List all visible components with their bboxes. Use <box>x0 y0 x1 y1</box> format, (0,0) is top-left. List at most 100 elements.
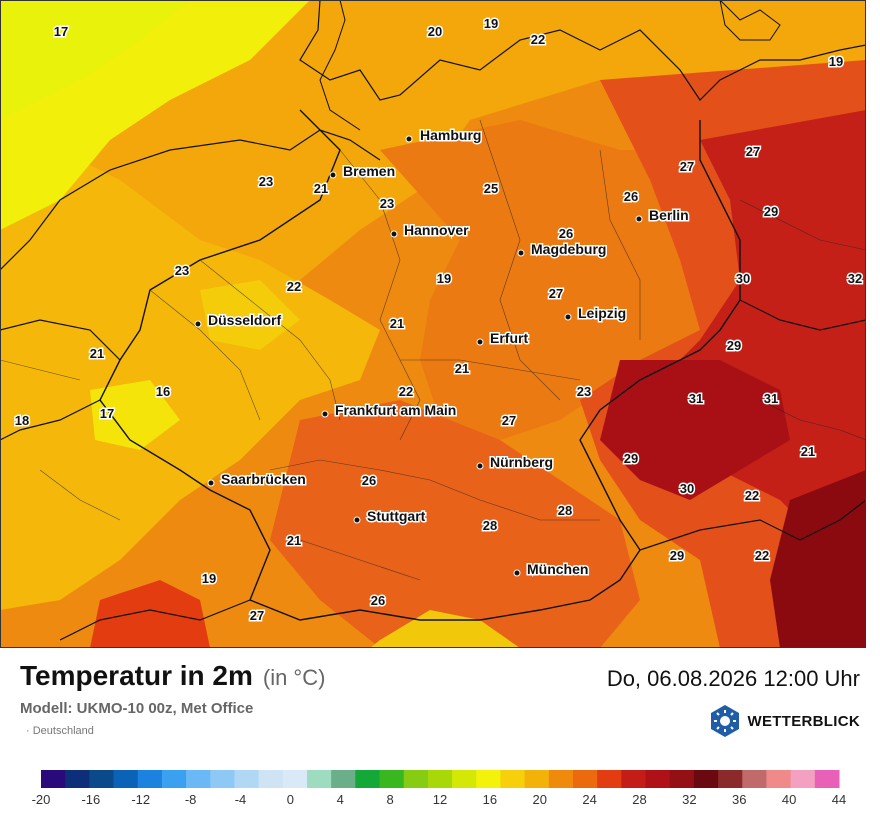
legend-swatch <box>331 770 356 788</box>
temp-value: 27 <box>502 413 516 428</box>
temperature-map: Hamburg Bremen Hannover Berlin Magdeburg… <box>0 0 866 648</box>
temp-value: 27 <box>250 608 264 623</box>
legend-tick-label: -16 <box>81 792 100 807</box>
border-austria-czech <box>639 499 866 551</box>
city-label: Frankfurt am Main <box>335 402 456 418</box>
coastline-jutland <box>319 0 361 131</box>
city-hamburg[interactable]: Hamburg <box>405 126 483 145</box>
city-dot <box>476 338 484 346</box>
legend-tick-label: 0 <box>287 792 294 807</box>
temp-value: 27 <box>549 286 563 301</box>
coastline-baltic <box>299 0 866 101</box>
temp-field-cool-spot <box>90 380 180 450</box>
temp-field-hot-se <box>770 470 866 648</box>
legend-swatch <box>210 770 235 788</box>
legend-tick-label: 8 <box>387 792 394 807</box>
city-bremen[interactable]: Bremen <box>329 162 397 181</box>
legend-swatch <box>452 770 477 788</box>
region-label: · Deutschland <box>26 725 94 737</box>
legend-swatch <box>645 770 671 788</box>
city-magdeburg[interactable]: Magdeburg <box>517 240 608 259</box>
city-dot <box>353 516 361 524</box>
temp-value: 19 <box>484 16 498 31</box>
temp-value: 31 <box>764 391 778 406</box>
city-label: Bremen <box>343 163 395 179</box>
legend-tick-label: 32 <box>682 792 696 807</box>
city-label: Stuttgart <box>367 508 426 524</box>
temp-field-cool-spot2 <box>200 280 300 350</box>
temp-value: 18 <box>15 413 29 428</box>
border-belgium-france <box>0 399 101 441</box>
temp-value: 22 <box>745 488 759 503</box>
city-dot <box>207 479 215 487</box>
temp-value: 21 <box>314 181 328 196</box>
city-leipzig[interactable]: Leipzig <box>564 304 628 323</box>
city-berlin[interactable]: Berlin <box>635 206 690 225</box>
city-dot <box>321 410 329 418</box>
legend-swatch <box>500 770 526 788</box>
city-saarbruecken[interactable]: Saarbrücken <box>207 470 307 489</box>
legend-swatch <box>137 770 163 788</box>
city-hannover[interactable]: Hannover <box>390 221 471 240</box>
wetterblick-logo-icon <box>710 705 739 737</box>
brand[interactable]: WETTERBLICK <box>708 704 860 738</box>
city-label: Nürnberg <box>490 454 553 470</box>
temp-value: 19 <box>437 271 451 286</box>
island-bornholm <box>719 0 781 41</box>
legend-tick-label: 24 <box>582 792 596 807</box>
legend-swatch <box>161 770 187 788</box>
legend-swatch <box>379 770 405 788</box>
city-label: Hamburg <box>420 127 481 143</box>
temp-value: 19 <box>829 54 843 69</box>
city-label: Berlin <box>649 207 689 223</box>
temp-value: 28 <box>483 518 497 533</box>
temp-value: 29 <box>624 451 638 466</box>
city-label: Leipzig <box>578 305 626 321</box>
title-text: Temperatur in 2m <box>20 660 253 691</box>
city-dot <box>405 135 413 143</box>
city-muenchen[interactable]: München <box>513 560 590 579</box>
temp-value: 22 <box>755 548 769 563</box>
legend-swatch <box>669 770 695 788</box>
temp-value: 23 <box>577 384 591 399</box>
legend-swatch <box>186 770 211 788</box>
temp-value: 27 <box>746 144 760 159</box>
temp-value: 31 <box>689 391 703 406</box>
forecast-datetime: Do, 06.08.2026 12:00 Uhr <box>606 666 860 691</box>
legend-swatch <box>476 770 501 788</box>
city-label: Magdeburg <box>531 241 606 257</box>
map-margin <box>866 0 880 648</box>
temp-value: 17 <box>100 406 114 421</box>
temp-field-west <box>0 120 380 610</box>
temp-value: 26 <box>371 593 385 608</box>
temp-value: 23 <box>175 263 189 278</box>
temp-field-alps <box>370 610 520 648</box>
temp-field-yellow-corner <box>0 0 190 120</box>
city-duesseldorf[interactable]: Düsseldorf <box>194 311 283 330</box>
temp-value: 28 <box>558 503 572 518</box>
city-dot <box>476 462 484 470</box>
coastline-north-sea <box>0 129 381 271</box>
city-erfurt[interactable]: Erfurt <box>476 329 530 348</box>
map-footer: Temperatur in 2m (in °C) Modell: UKMO-10 … <box>0 648 880 830</box>
border-germany <box>99 109 741 621</box>
legend-swatch <box>258 770 284 788</box>
temp-value: 26 <box>362 473 376 488</box>
legend-swatch <box>524 770 550 788</box>
legend-swatch <box>403 770 429 788</box>
city-label: Hannover <box>404 222 469 238</box>
temp-value: 25 <box>484 181 498 196</box>
city-frankfurt[interactable]: Frankfurt am Main <box>321 401 458 420</box>
temp-value: 19 <box>202 571 216 586</box>
temp-field-south <box>270 400 640 648</box>
city-stuttgart[interactable]: Stuttgart <box>353 507 427 526</box>
legend-tick-label: 16 <box>483 792 497 807</box>
temp-field-sw <box>90 580 210 648</box>
temp-value: 22 <box>287 279 301 294</box>
city-nuernberg[interactable]: Nürnberg <box>476 453 555 472</box>
legend-swatch <box>89 770 115 788</box>
temp-value: 26 <box>624 189 638 204</box>
legend-swatch <box>282 770 308 788</box>
city-dot <box>194 320 202 328</box>
city-dot <box>390 230 398 238</box>
